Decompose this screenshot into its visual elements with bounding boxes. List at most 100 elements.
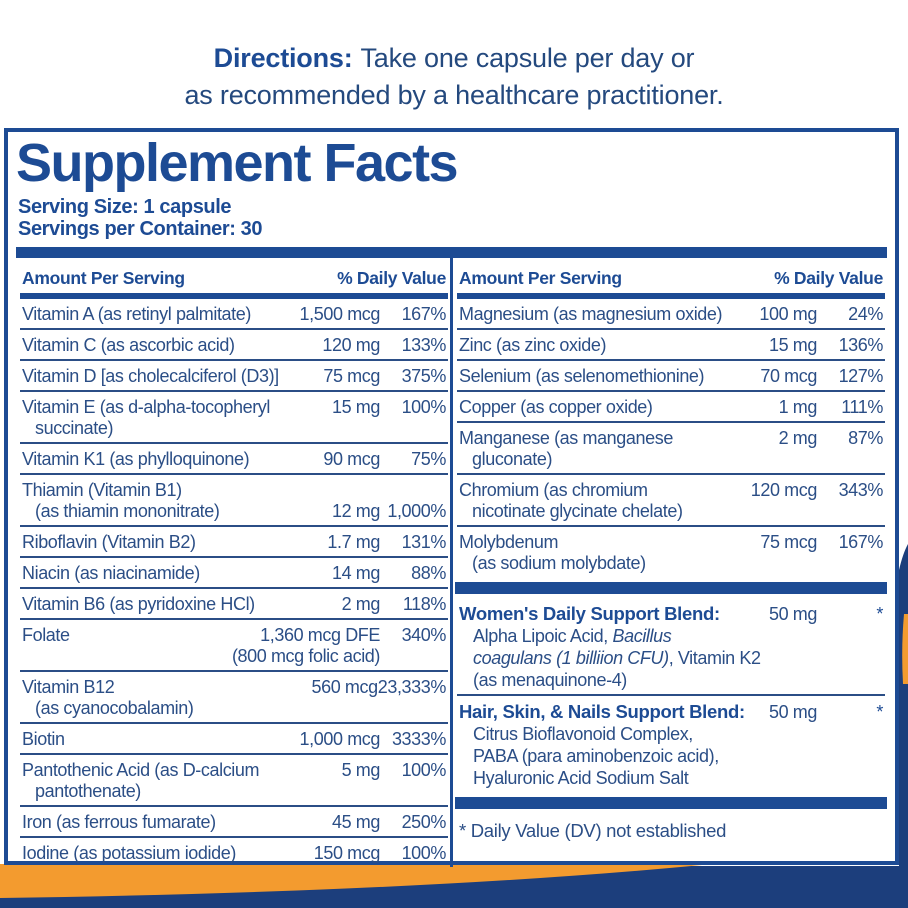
nutrient-row: Copper (as copper oxide) 1 mg 111% <box>457 392 885 423</box>
nutrient-daily-value: 100% <box>401 397 447 417</box>
nutrient-daily-value: 133% <box>401 335 447 355</box>
nutrient-row: Riboflavin (Vitamin B2) 1.7 mg 131% <box>20 527 448 558</box>
nutrient-amount: 100 mg <box>759 304 817 324</box>
blend-row: Women's Daily Support Blend: 50 mg * Alpha … <box>457 598 885 696</box>
nutrient-daily-value: 167% <box>401 304 447 324</box>
nutrient-name: Molybdenum <box>459 532 559 552</box>
blend-ingredients-line: coagulans (1 billiion CFU), Vitamin K2 <box>459 647 883 669</box>
nutrient-row: Vitamin D [as cholecalciferol (D3)] 75 mc… <box>20 361 448 392</box>
nutrient-amount: 75 mcg <box>760 532 817 552</box>
blend-ingredients-line: (as menaquinone-4) <box>459 669 883 691</box>
nutrient-line: Riboflavin (Vitamin B2) 1.7 mg 131% <box>22 532 446 553</box>
nutrient-daily-value: 118% <box>402 594 447 614</box>
blend-ingredients-line: Hyaluronic Acid Sodium Salt <box>459 767 883 789</box>
nutrient-name: Vitamin K1 (as phylloquinone) <box>22 449 250 469</box>
nutrient-row: Vitamin A (as retinyl palmitate) 1,500 mc… <box>20 299 448 330</box>
nutrient-amount: 1.7 mg <box>327 532 380 552</box>
nutrient-line: Molybdenum 75 mcg 167% <box>459 532 883 553</box>
directions-text-1: Take one capsule per day or <box>360 43 695 73</box>
nutrient-row: Thiamin (Vitamin B1) (as thiamin mononitr… <box>20 475 448 527</box>
nutrient-daily-value: 167% <box>838 532 884 552</box>
nutrient-name: Thiamin (Vitamin B1) <box>22 480 182 500</box>
nutrient-line: (800 mcg folic acid) <box>22 646 446 667</box>
nutrient-name: Manganese (as manganese <box>459 428 673 448</box>
ingredient-italic: coagulans (1 billiion CFU) <box>473 648 669 668</box>
left-column-header: Amount Per Serving % Daily Value <box>20 258 448 299</box>
daily-value-footnote: * Daily Value (DV) not established <box>459 820 727 841</box>
directions-label: Directions: <box>213 43 353 73</box>
nutrient-row: Folate 1,360 mcg DFE 340% (800 mcg folic ac… <box>20 620 448 672</box>
nutrient-daily-value: 343% <box>838 480 884 500</box>
nutrient-row: Vitamin K1 (as phylloquinone) 90 mcg 75% <box>20 444 448 475</box>
nutrient-row: Vitamin E (as d-alpha-tocopheryl 15 mg 100… <box>20 392 448 444</box>
nutrient-daily-value: 100% <box>401 843 447 863</box>
nutrient-row: Molybdenum 75 mcg 167% (as sodium molybdate… <box>457 527 885 577</box>
nutrient-row: Manganese (as manganese 2 mg 87% gluconate) <box>457 423 885 475</box>
blend-ingredients-line: Citrus Bioflavonoid Complex, <box>459 723 883 745</box>
nutrient-line: Folate 1,360 mcg DFE 340% <box>22 625 446 646</box>
nutrient-daily-value: * <box>876 702 883 722</box>
nutrient-name: (as sodium molybdate) <box>472 553 646 573</box>
daily-value-header: % Daily Value <box>337 268 446 288</box>
nutrient-row: Magnesium (as magnesium oxide) 100 mg 24% <box>457 299 885 330</box>
nutrient-amount: 2 mg <box>778 428 818 448</box>
nutrient-line: Manganese (as manganese 2 mg 87% <box>459 428 883 449</box>
nutrient-line: Iodine (as potassium iodide) 150 mcg 100% <box>22 843 446 864</box>
nutrient-line: Iron (as ferrous fumarate) 45 mg 250% <box>22 812 446 833</box>
nutrient-name: gluconate) <box>472 449 553 469</box>
nutrient-line: Vitamin E (as d-alpha-tocopheryl 15 mg 100… <box>22 397 446 418</box>
nutrient-daily-value: 340% <box>401 625 447 645</box>
nutrient-name: Niacin (as niacinamide) <box>22 563 200 583</box>
right-rows: Magnesium (as magnesium oxide) 100 mg 24% Z… <box>455 299 887 809</box>
nutrient-daily-value: 23,333% <box>377 677 447 697</box>
nutrient-name: succinate) <box>35 418 114 438</box>
nutrient-amount: 5 mg <box>341 760 381 780</box>
nutrient-line: Biotin 1,000 mcg 3333% <box>22 729 446 750</box>
nutrient-line: Selenium (as selenomethionine) 70 mcg 127% <box>459 366 883 387</box>
nutrient-name: Vitamin E (as d-alpha-tocopheryl <box>22 397 270 417</box>
nutrient-amount: 150 mcg <box>313 843 381 863</box>
nutrient-name: Chromium (as chromium <box>459 480 648 500</box>
nutrient-daily-value: 87% <box>848 428 883 448</box>
right-column-header: Amount Per Serving % Daily Value <box>457 258 885 299</box>
nutrient-amount: 560 mcg <box>311 677 378 697</box>
nutrient-name: Zinc (as zinc oxide) <box>459 335 607 355</box>
nutrient-name: Riboflavin (Vitamin B2) <box>22 532 196 552</box>
header-divider-bar <box>16 247 887 258</box>
ingredient-text: Citrus Bioflavonoid Complex, <box>473 724 693 744</box>
left-column: Amount Per Serving % Daily Value Vitamin… <box>16 258 450 867</box>
nutrient-amount: 50 mg <box>768 702 817 722</box>
nutrient-amount: 14 mg <box>331 563 380 583</box>
nutrient-name: Pantothenic Acid (as D-calcium <box>22 760 260 780</box>
nutrient-amount: 90 mcg <box>323 449 380 469</box>
nutrient-row: Selenium (as selenomethionine) 70 mcg 127% <box>457 361 885 392</box>
blend-title-line: Women's Daily Support Blend: 50 mg * <box>459 603 883 625</box>
nutrient-name: (as thiamin mononitrate) <box>35 501 220 521</box>
blend-row: Hair, Skin, & Nails Support Blend: 50 mg *… <box>457 696 885 792</box>
nutrient-name: Biotin <box>22 729 65 749</box>
nutrient-row: Iodine (as potassium iodide) 150 mcg 100% <box>20 838 448 867</box>
nutrient-daily-value: 375% <box>401 366 447 386</box>
nutrient-name: Magnesium (as magnesium oxide) <box>459 304 723 324</box>
panel-title: Supplement Facts <box>16 133 459 193</box>
nutrient-line: Vitamin A (as retinyl palmitate) 1,500 mc… <box>22 304 446 325</box>
amount-per-serving-header: Amount Per Serving <box>22 268 185 288</box>
blend-ingredients-line: Alpha Lipoic Acid, Bacillus <box>459 625 883 647</box>
daily-value-header: % Daily Value <box>774 268 883 288</box>
directions-line-2: as recommended by a healthcare practitio… <box>184 80 724 110</box>
nutrient-name: Vitamin C (as ascorbic acid) <box>22 335 235 355</box>
nutrient-amount: 12 mg <box>331 501 380 521</box>
nutrient-line: Vitamin K1 (as phylloquinone) 90 mcg 75% <box>22 449 446 470</box>
nutrient-name: Selenium (as selenomethionine) <box>459 366 705 386</box>
nutrient-line: pantothenate) <box>22 781 446 802</box>
directions-line-1: Directions: Take one capsule per day or <box>0 40 908 77</box>
nutrient-name: pantothenate) <box>35 781 141 801</box>
nutrient-line: Vitamin B12 560 mcg 23,333% <box>22 677 446 698</box>
ingredient-text: , Vitamin K2 <box>668 648 761 668</box>
nutrient-row: Chromium (as chromium 120 mcg 343% nicotina… <box>457 475 885 527</box>
nutrient-daily-value: 250% <box>401 812 447 832</box>
section-divider-bar <box>455 582 887 594</box>
nutrient-row: Zinc (as zinc oxide) 15 mg 136% <box>457 330 885 361</box>
nutrient-amount: 1,500 mcg <box>299 304 381 324</box>
nutrient-name: (as cyanocobalamin) <box>35 698 194 718</box>
